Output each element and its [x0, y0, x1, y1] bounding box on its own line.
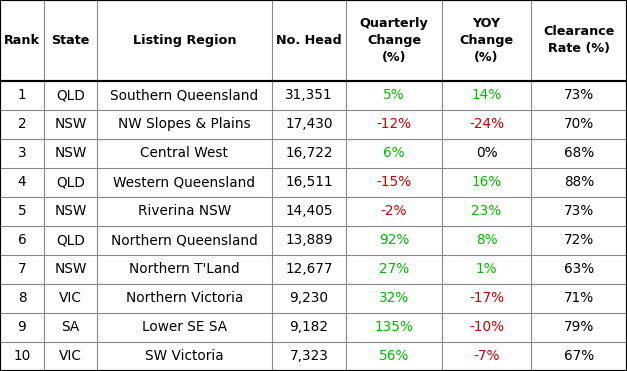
Text: 16,511: 16,511 — [285, 175, 333, 190]
Text: 32%: 32% — [379, 292, 409, 305]
Text: Listing Region: Listing Region — [133, 34, 236, 47]
Text: 5%: 5% — [383, 88, 405, 102]
Text: -17%: -17% — [469, 292, 504, 305]
Text: 2: 2 — [18, 117, 26, 131]
Text: 9: 9 — [18, 321, 26, 335]
Text: Lower SE SA: Lower SE SA — [142, 321, 227, 335]
Text: 79%: 79% — [564, 321, 594, 335]
Text: -7%: -7% — [473, 349, 500, 364]
Text: NSW: NSW — [55, 117, 87, 131]
Text: 73%: 73% — [564, 204, 594, 219]
Text: 72%: 72% — [564, 233, 594, 247]
Text: -2%: -2% — [381, 204, 408, 219]
Text: 23%: 23% — [472, 204, 502, 219]
Text: 9,230: 9,230 — [290, 292, 329, 305]
Text: NSW: NSW — [55, 204, 87, 219]
Text: SW Victoria: SW Victoria — [145, 349, 224, 364]
Text: 14,405: 14,405 — [285, 204, 333, 219]
Text: -12%: -12% — [376, 117, 411, 131]
Text: 63%: 63% — [564, 262, 594, 276]
Text: Western Queensland: Western Queensland — [113, 175, 255, 190]
Text: State: State — [51, 34, 90, 47]
Text: 16%: 16% — [472, 175, 502, 190]
Text: 7: 7 — [18, 262, 26, 276]
Text: Rank: Rank — [4, 34, 40, 47]
Text: Central West: Central West — [140, 147, 228, 160]
Text: 73%: 73% — [564, 88, 594, 102]
Text: 6%: 6% — [383, 147, 405, 160]
Text: Riverina NSW: Riverina NSW — [138, 204, 231, 219]
Text: Northern T'Land: Northern T'Land — [129, 262, 240, 276]
Text: NW Slopes & Plains: NW Slopes & Plains — [118, 117, 251, 131]
Text: VIC: VIC — [59, 349, 82, 364]
Text: Southern Queensland: Southern Queensland — [110, 88, 258, 102]
Text: -10%: -10% — [469, 321, 504, 335]
Text: No. Head: No. Head — [276, 34, 342, 47]
Text: 13,889: 13,889 — [285, 233, 333, 247]
Text: YOY
Change
(%): YOY Change (%) — [460, 17, 514, 64]
Text: 135%: 135% — [374, 321, 414, 335]
Text: 71%: 71% — [564, 292, 594, 305]
Text: -24%: -24% — [469, 117, 504, 131]
Text: 14%: 14% — [472, 88, 502, 102]
Text: 12,677: 12,677 — [285, 262, 333, 276]
Text: 17,430: 17,430 — [285, 117, 333, 131]
Text: 31,351: 31,351 — [285, 88, 333, 102]
Text: Northern Victoria: Northern Victoria — [126, 292, 243, 305]
Text: Northern Queensland: Northern Queensland — [111, 233, 258, 247]
Text: 10: 10 — [13, 349, 31, 364]
Text: 27%: 27% — [379, 262, 409, 276]
Text: 68%: 68% — [564, 147, 594, 160]
Text: 7,323: 7,323 — [290, 349, 329, 364]
Text: 9,182: 9,182 — [290, 321, 329, 335]
Text: -15%: -15% — [376, 175, 412, 190]
Text: 6: 6 — [18, 233, 26, 247]
Text: VIC: VIC — [59, 292, 82, 305]
Text: 8: 8 — [18, 292, 26, 305]
Text: NSW: NSW — [55, 147, 87, 160]
Text: QLD: QLD — [56, 88, 85, 102]
Text: 16,722: 16,722 — [285, 147, 333, 160]
Text: 56%: 56% — [379, 349, 409, 364]
Text: Quarterly
Change
(%): Quarterly Change (%) — [360, 17, 428, 64]
Text: 92%: 92% — [379, 233, 409, 247]
Text: 70%: 70% — [564, 117, 594, 131]
Text: 0%: 0% — [476, 147, 497, 160]
Text: 8%: 8% — [476, 233, 497, 247]
Text: QLD: QLD — [56, 175, 85, 190]
Text: 1%: 1% — [476, 262, 497, 276]
Text: 88%: 88% — [564, 175, 594, 190]
Text: 5: 5 — [18, 204, 26, 219]
Text: NSW: NSW — [55, 262, 87, 276]
Text: 4: 4 — [18, 175, 26, 190]
Text: SA: SA — [61, 321, 80, 335]
Text: 3: 3 — [18, 147, 26, 160]
Text: QLD: QLD — [56, 233, 85, 247]
Text: 67%: 67% — [564, 349, 594, 364]
Text: Clearance
Rate (%): Clearance Rate (%) — [544, 26, 615, 55]
Text: 1: 1 — [18, 88, 26, 102]
